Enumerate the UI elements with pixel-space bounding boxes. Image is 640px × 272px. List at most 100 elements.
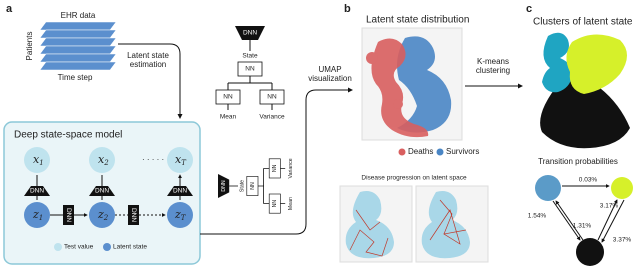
label: State [242,53,258,60]
cluster-node [535,175,561,201]
label: z [174,208,181,221]
label: 1.54% [528,213,547,220]
ehr-stack-part [39,29,117,39]
label: 2 [103,214,109,222]
observation-nodes-part [24,147,50,173]
cluster-map-part [566,34,627,94]
label: x1 [33,153,44,167]
death-cloud-part [393,99,403,109]
label: K-means clustering [476,57,510,75]
label: 1 [39,214,43,222]
label: z1 [32,208,43,222]
label: Latent state distribution [366,15,469,26]
label: DNN [221,180,227,191]
label: NN [245,66,255,73]
panel-a: a EHR data Patients Time step Latent sta… [3,3,353,265]
label: EHR data [61,11,96,20]
label: 3.17% [600,203,619,210]
label: c [526,3,532,15]
label: DNN [173,188,187,195]
panel-c: c Clusters of latent state Transition pr… [526,3,633,266]
transition-arrows-part [597,199,618,241]
latent-nodes-part [89,202,115,228]
label: Latent state [113,244,147,251]
cluster-map-part [540,80,630,149]
umap-arrow [200,87,353,235]
label: NN [267,94,277,101]
label: clustering [476,66,510,75]
cluster-node [611,177,633,199]
label: Test value [64,244,94,251]
label: Mean [220,114,237,121]
label: DNN [65,208,72,222]
latent-nodes [24,202,193,228]
ehr-stack-part [39,53,117,63]
death-cloud-part [366,52,378,64]
label: Deaths [408,147,433,156]
survivor-cloud-part [397,36,452,133]
label: DNN [30,188,44,195]
cluster-map [540,32,630,149]
label: 2 [103,159,109,167]
cluster-map-part [542,32,573,93]
label: Mean [288,197,294,210]
transition-dnn [63,205,74,225]
label: Deep state-space model [14,130,122,141]
label: K-means [477,57,509,66]
legend-swatch [103,243,111,251]
label: NN [272,200,278,208]
label: z [97,208,104,221]
label: xT [175,153,187,167]
progression-maps-part [345,191,394,259]
label: Survivors [446,147,479,156]
label: NN [223,94,233,101]
progression-maps-part [421,191,470,259]
label: 0.03% [579,177,598,184]
label: DNN [243,30,257,37]
panel-b: b Latent state distribution Deaths Survi… [339,3,523,263]
label: NN [250,182,256,190]
label: Time step [58,73,93,82]
latent-nodes-part [167,202,193,228]
ehr-stack-part [39,21,117,31]
progression-maps [339,185,489,263]
ehr-stack-part [39,61,117,71]
ehr-stack-part [39,45,117,55]
legend-swatch [436,148,444,156]
label: Variance [259,114,285,121]
panel-a-part [36,175,180,200]
progression-maps-part [429,199,467,245]
ehr-stack [39,21,117,71]
label: x [175,153,182,166]
label: x [33,153,40,166]
ehr-stack-part [39,37,117,47]
transition-arrows-part [552,200,581,241]
death-cloud-part [371,38,429,138]
dnn-architecture: DNN State NN NN NN Mean Variance [215,25,285,121]
dnn-architecture-rotated: DNN State NN NN NN Mean Variance [217,158,294,214]
label: Variance [288,158,294,178]
label: · · · · · [142,155,164,164]
latent-nodes-part [24,202,50,228]
legend-swatch [398,148,406,156]
label: x2 [98,153,109,167]
estimation-arrow [118,43,183,119]
label: Transition probabilities [538,157,618,166]
label: DNN [95,188,109,195]
label: DNN [130,208,137,222]
label: NN [272,164,278,172]
label: b [344,3,351,15]
label: 3.37% [613,237,632,244]
observation-nodes-part [89,147,115,173]
transition-arrows [552,184,625,243]
label: x [98,153,105,166]
label: UMAP [318,65,341,74]
observation-nodes [24,147,193,173]
label: T [181,214,187,222]
label: State [239,180,245,192]
label: z2 [97,208,109,222]
label: UMAP visualization [308,65,352,83]
survivor-cloud [397,36,452,133]
label: a [6,3,13,15]
